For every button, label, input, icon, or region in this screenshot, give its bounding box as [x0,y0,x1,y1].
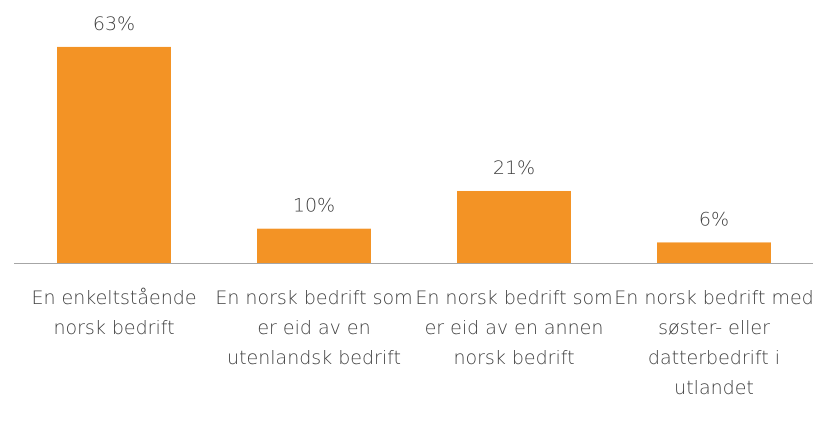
bar [457,190,571,263]
bar [657,242,771,263]
data-label: 21% [493,157,535,179]
data-label: 63% [93,13,135,35]
x-tick-label: En norsk bedrift med søster- eller datte… [614,287,813,399]
data-label: 10% [293,195,335,217]
x-tick-label: En norsk bedrift som er eid av en annen … [415,287,613,369]
x-tick-label: En enkeltstående norsk bedrift [31,287,197,339]
x-tick-label: En norsk bedrift som er eid av en utenla… [215,287,413,369]
data-label: 6% [699,208,729,230]
bar [57,46,171,263]
bar [257,228,371,263]
